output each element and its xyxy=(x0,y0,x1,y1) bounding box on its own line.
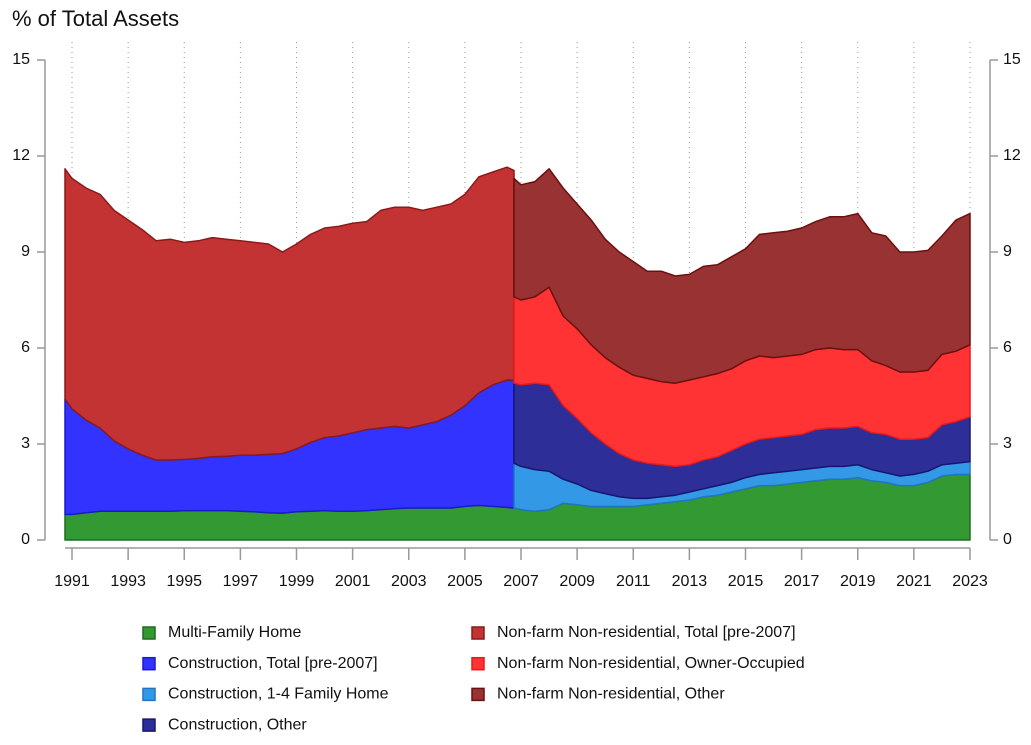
x-tick-label: 2007 xyxy=(503,573,539,590)
x-tick-label: 2005 xyxy=(447,573,483,590)
legend-swatch xyxy=(142,687,156,702)
y2-tick-label: 3 xyxy=(1003,435,1012,452)
legend-label: Non-farm Non-residential, Other xyxy=(497,686,725,703)
y2-tick-label: 12 xyxy=(1003,147,1021,164)
x-tick-label: 2001 xyxy=(335,573,371,590)
legend-swatch xyxy=(142,718,156,732)
y-tick-label: 9 xyxy=(21,243,30,260)
x-tick-label: 1995 xyxy=(166,573,202,590)
legend-label: Construction, 1-4 Family Home xyxy=(168,686,389,703)
legend-swatch xyxy=(142,656,156,671)
legend-swatch xyxy=(471,687,485,702)
legend-label: Non-farm Non-residential, Owner-Occupied xyxy=(497,655,805,672)
legend-swatch xyxy=(471,626,485,640)
x-tick-label: 1999 xyxy=(279,573,315,590)
y2-tick-label: 6 xyxy=(1003,339,1012,356)
x-tick-label: 2011 xyxy=(616,573,651,590)
area xyxy=(64,166,515,461)
y2-tick-label: 0 xyxy=(1003,531,1012,548)
legend-swatch xyxy=(142,626,156,640)
y2-tick-label: 9 xyxy=(1003,243,1012,260)
legend-swatch xyxy=(471,656,485,671)
x-tick-label: 2021 xyxy=(896,573,932,590)
y-tick-label: 3 xyxy=(21,435,30,452)
y-axis-label: % of Total Assets xyxy=(12,6,179,31)
y-tick-label: 0 xyxy=(21,531,30,548)
x-tick-label: 2013 xyxy=(672,573,708,590)
y-tick-label: 6 xyxy=(21,339,30,356)
x-tick-label: 1993 xyxy=(110,573,146,590)
x-tick-label: 2009 xyxy=(559,573,595,590)
x-tick-label: 2003 xyxy=(391,573,427,590)
legend-label: Construction, Total [pre-2007] xyxy=(168,655,378,672)
y2-tick-label: 15 xyxy=(1003,51,1021,68)
x-tick-label: 2017 xyxy=(784,573,820,590)
y-tick-label: 12 xyxy=(12,147,30,164)
x-tick-label: 2015 xyxy=(728,573,764,590)
legend-label: Construction, Other xyxy=(168,716,307,733)
legend-label: Multi-Family Home xyxy=(168,624,301,641)
x-tick-label: 2019 xyxy=(840,573,876,590)
x-tick-label: 1997 xyxy=(223,573,259,590)
legend-label: Non-farm Non-residential, Total [pre-200… xyxy=(497,624,796,641)
x-tick-label: 1991 xyxy=(54,573,90,590)
x-tick-label: 2023 xyxy=(952,573,988,590)
area xyxy=(513,168,971,384)
y-tick-label: 15 xyxy=(12,51,30,68)
